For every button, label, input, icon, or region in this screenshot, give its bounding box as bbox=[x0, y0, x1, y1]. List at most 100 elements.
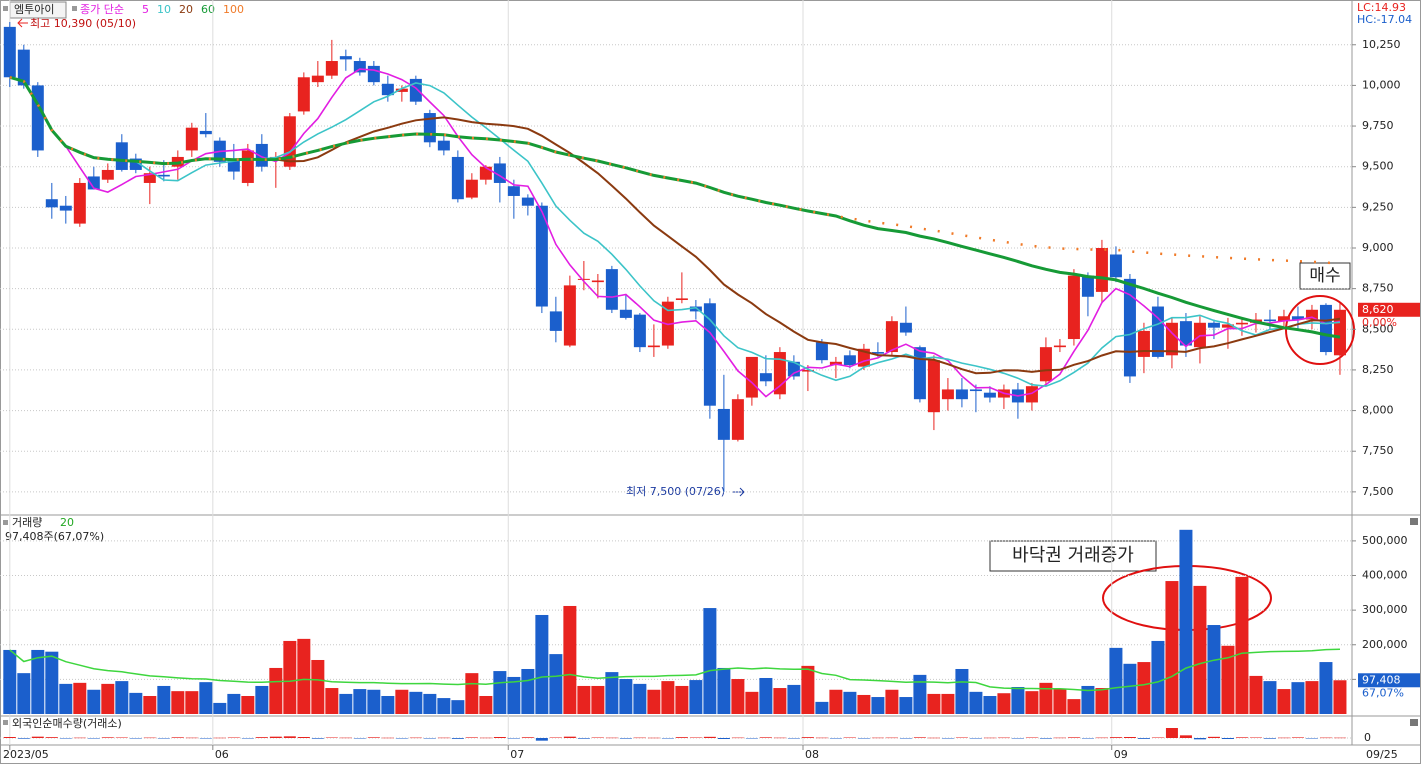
volume-bar bbox=[1039, 682, 1053, 714]
y-tick-label: 9,250 bbox=[1362, 200, 1394, 213]
volume-bar bbox=[521, 668, 535, 714]
candle-body bbox=[717, 408, 730, 440]
foreign-bar bbox=[969, 738, 982, 739]
volume-bar bbox=[59, 683, 73, 714]
foreign-bar bbox=[45, 737, 58, 738]
annotation: 바닥권 거래증가 bbox=[1012, 545, 1134, 566]
volume-bar bbox=[381, 695, 395, 714]
candle-body bbox=[1179, 321, 1192, 346]
volume-bar bbox=[759, 677, 773, 714]
volume-bar bbox=[1221, 645, 1235, 714]
candle-body bbox=[465, 179, 478, 198]
volume-bar bbox=[1319, 662, 1333, 714]
volume-bar bbox=[185, 691, 199, 714]
foreign-bar bbox=[283, 736, 296, 738]
foreign-bar bbox=[423, 738, 436, 739]
candle-body bbox=[157, 174, 170, 177]
volume-bar bbox=[1053, 689, 1067, 714]
volume-summary: 97,408주(67,07%) bbox=[5, 530, 104, 543]
highlight-circle bbox=[1285, 295, 1355, 365]
volume-bar bbox=[577, 685, 591, 714]
candle-body bbox=[605, 269, 618, 310]
candle-body bbox=[927, 360, 940, 413]
foreign-bar bbox=[1263, 738, 1276, 739]
chart-title: 엠투아이 bbox=[14, 3, 54, 16]
candle-body bbox=[1207, 322, 1220, 328]
volume-bar bbox=[1151, 640, 1165, 714]
foreign-bar bbox=[451, 738, 464, 739]
volume-bar bbox=[815, 701, 829, 714]
foreign-bar bbox=[1039, 738, 1052, 739]
high-arrow bbox=[17, 18, 28, 28]
foreign-bar bbox=[1179, 735, 1192, 738]
panel-button[interactable] bbox=[1410, 719, 1418, 726]
candle-body bbox=[1067, 275, 1080, 340]
volume-bar bbox=[927, 693, 941, 714]
candle-body bbox=[45, 199, 58, 208]
last-change-label: 0,00% bbox=[1362, 316, 1397, 329]
candle-body bbox=[1081, 275, 1094, 297]
foreign-bar bbox=[857, 738, 870, 739]
panel-button[interactable] bbox=[1410, 518, 1418, 525]
candle-body bbox=[297, 77, 310, 112]
volume-bar bbox=[969, 691, 983, 714]
volume-bar bbox=[1067, 699, 1081, 714]
candle-body bbox=[3, 26, 16, 78]
volume-bar bbox=[1081, 685, 1095, 714]
icon bbox=[3, 720, 8, 725]
volume-bar bbox=[843, 691, 857, 714]
candle-body bbox=[1193, 322, 1206, 348]
foreign-bar bbox=[1277, 737, 1290, 739]
volume-bar bbox=[1235, 576, 1249, 714]
candle-body bbox=[619, 309, 632, 318]
foreign-bar bbox=[591, 737, 604, 738]
foreign-bar bbox=[1053, 737, 1066, 739]
candle-body bbox=[437, 140, 450, 151]
candle-body bbox=[983, 392, 996, 398]
x-tick-label: 07 bbox=[510, 748, 524, 761]
volume-bar bbox=[367, 689, 381, 714]
foreign-bar bbox=[983, 737, 996, 739]
volume-bar bbox=[3, 649, 17, 714]
volume-bar bbox=[1123, 663, 1137, 714]
foreign-bar bbox=[605, 737, 618, 739]
candle-body bbox=[591, 280, 604, 283]
candle-body bbox=[1221, 324, 1234, 328]
ma-legend-period: 100 bbox=[223, 3, 244, 16]
volume-bar bbox=[1137, 662, 1151, 714]
x-tick-label: 2023/05 bbox=[3, 748, 49, 761]
y-tick-label: 500,000 bbox=[1362, 534, 1408, 547]
candle-body bbox=[1053, 345, 1066, 348]
volume-bar bbox=[1193, 585, 1207, 714]
volume-bar bbox=[689, 680, 703, 714]
last-price-label: 8,620 bbox=[1362, 303, 1394, 316]
volume-bar bbox=[255, 685, 269, 714]
volume-ma-line bbox=[9, 648, 1341, 692]
foreign-bar bbox=[885, 737, 898, 739]
foreign-bar bbox=[1025, 737, 1038, 738]
foreign-bar bbox=[367, 737, 380, 738]
foreign-bar bbox=[689, 737, 702, 738]
foreign-bar bbox=[745, 738, 758, 739]
volume-bar bbox=[661, 681, 675, 714]
volume-bar bbox=[465, 673, 479, 714]
candle-body bbox=[1277, 316, 1290, 322]
annotation-box bbox=[1299, 262, 1351, 290]
y-tick-label: 10,250 bbox=[1362, 38, 1401, 51]
volume-bar bbox=[437, 698, 451, 714]
foreign-bar bbox=[941, 738, 954, 739]
volume-bar bbox=[479, 695, 493, 714]
foreign-bar bbox=[675, 737, 688, 738]
foreign-bar bbox=[773, 737, 786, 739]
foreign-bar bbox=[31, 736, 44, 738]
candle-body bbox=[913, 347, 926, 400]
foreign-bar bbox=[1109, 737, 1122, 738]
candle-body bbox=[1263, 319, 1276, 322]
volume-bar bbox=[241, 695, 255, 714]
volume-bar bbox=[605, 672, 619, 714]
candle-body bbox=[185, 127, 198, 151]
volume-bar bbox=[171, 691, 185, 714]
foreign-bar bbox=[171, 737, 184, 738]
ma-line bbox=[9, 68, 1341, 398]
volume-bar bbox=[773, 688, 787, 714]
